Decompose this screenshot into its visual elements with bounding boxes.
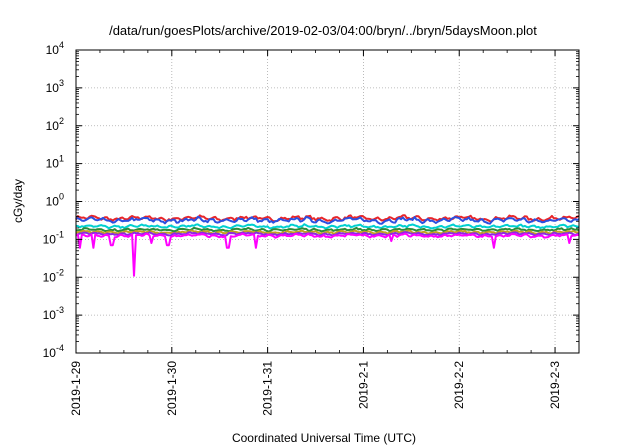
x-axis-label: Coordinated Universal Time (UTC) (232, 431, 416, 445)
grid (75, 50, 579, 353)
x-tick-label: 2019-2-3 (548, 361, 562, 409)
x-tick-label: 2019-1-29 (69, 361, 83, 416)
y-axis-label: cGy/day (11, 179, 25, 223)
x-tick-label: 2019-2-2 (452, 361, 466, 409)
axes: 10-4 10-3 10-2 10-1 100 101 102 103 104 2019-1-29… (43, 40, 579, 416)
series-line (75, 226, 580, 233)
series-line (75, 214, 580, 223)
series-line (76, 215, 580, 225)
y-tick-label: 10-4 (43, 343, 64, 360)
chart-title: /data/run/goesPlots/archive/2019-02-03/0… (109, 23, 537, 38)
y-tick-label: 101 (46, 154, 64, 171)
y-tick-label: 10-2 (43, 267, 64, 284)
y-tick-label: 10-1 (43, 229, 64, 246)
x-tick-label: 2019-2-1 (356, 361, 370, 409)
y-tick-label: 102 (46, 116, 64, 133)
y-tick-label: 100 (46, 192, 64, 209)
x-tick-label: 2019-1-30 (165, 361, 179, 416)
series-line (75, 223, 580, 230)
series-line (75, 232, 580, 277)
series-layer (75, 214, 580, 277)
y-tick-label: 10-3 (43, 305, 64, 322)
y-tick-label: 103 (46, 78, 64, 95)
y-tick-label: 104 (46, 40, 64, 57)
x-tick-label: 2019-1-31 (261, 361, 275, 416)
